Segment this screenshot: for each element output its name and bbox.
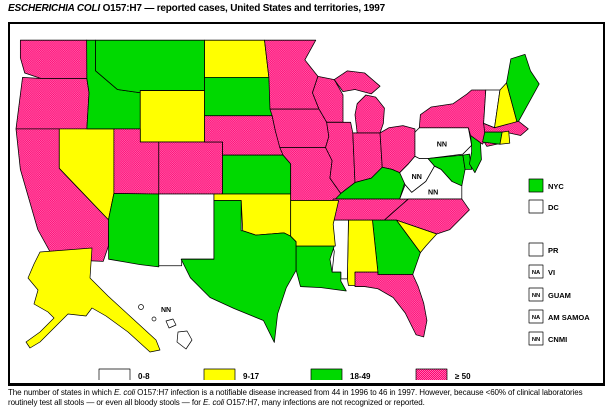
state-mt bbox=[95, 39, 205, 94]
state-ia bbox=[269, 108, 330, 148]
title-rest: O157:H7 — reported cases, United States … bbox=[100, 3, 386, 14]
territory-label-guam: GUAM bbox=[548, 291, 571, 300]
state-ri bbox=[499, 130, 511, 145]
hi-island-1 bbox=[138, 304, 144, 310]
hi-island-4 bbox=[176, 330, 193, 350]
state-tx bbox=[180, 200, 297, 343]
legend-swatch-18-49 bbox=[310, 368, 343, 380]
nn-label-pa: NN bbox=[437, 140, 447, 148]
territory-label-dc: DC bbox=[548, 203, 559, 212]
territory-box-am-samoa bbox=[528, 309, 544, 324]
territory-label-am-samoa: AM SAMOA bbox=[548, 313, 590, 322]
state-co bbox=[158, 141, 223, 195]
territory-code-vi: NA bbox=[532, 270, 541, 276]
map-frame: NN NN NN NN NYC DC PR bbox=[8, 22, 605, 386]
footnote: The number of states in which E. coli O1… bbox=[8, 388, 608, 409]
legend-swatch-50-plus bbox=[415, 368, 448, 380]
state-nj bbox=[469, 135, 482, 174]
territory-label-vi: VI bbox=[548, 268, 555, 277]
footnote-seg3: O157:H7, many infections are not recogni… bbox=[224, 398, 425, 408]
state-hi: NN bbox=[138, 304, 193, 350]
territory-code-cnmi: NN bbox=[532, 337, 540, 343]
footnote-italic2: E. coli bbox=[202, 398, 225, 408]
territory-legend: NYC DC PR NA VI NN GUAM NA AM SAMOA NN C… bbox=[528, 178, 590, 346]
state-wa bbox=[19, 39, 88, 79]
state-de bbox=[462, 153, 473, 170]
footnote-italic1: E. coli bbox=[113, 388, 136, 397]
state-il bbox=[325, 121, 356, 194]
hi-island-3 bbox=[165, 318, 177, 329]
territory-box-vi bbox=[528, 264, 544, 279]
territory-box-dc bbox=[528, 199, 544, 214]
nn-label-va: NN bbox=[428, 189, 438, 197]
state-mi-upper bbox=[333, 70, 381, 95]
state-ct bbox=[482, 131, 503, 145]
state-ak bbox=[25, 247, 161, 353]
state-or bbox=[15, 77, 90, 130]
footnote-seg2: O157:H7 infection is a notifiable diseas… bbox=[8, 388, 583, 408]
state-ks bbox=[222, 154, 292, 195]
state-mi-lower bbox=[354, 94, 385, 134]
territory-label-nyc: NYC bbox=[548, 182, 564, 191]
nn-label-wv: NN bbox=[412, 173, 422, 181]
territory-label-pr: PR bbox=[548, 246, 559, 255]
state-az bbox=[108, 193, 160, 268]
state-ar bbox=[290, 200, 340, 247]
hi-island-2 bbox=[151, 316, 157, 322]
nn-label-hi: NN bbox=[161, 307, 171, 314]
figure-title: ESCHERICHIA COLI O157:H7 — reported case… bbox=[8, 3, 385, 14]
legend-swatch-0-8 bbox=[98, 368, 131, 380]
territory-box-nyc bbox=[528, 178, 544, 193]
legend-label-0-8: 0-8 bbox=[138, 372, 150, 380]
state-wy bbox=[139, 90, 205, 143]
legend-swatch-9-17 bbox=[203, 368, 236, 380]
territory-box-cnmi bbox=[528, 331, 544, 346]
state-ky bbox=[334, 166, 406, 200]
territory-box-guam bbox=[528, 287, 544, 302]
territory-label-cnmi: CNMI bbox=[548, 335, 567, 344]
legend-label-50-plus: ≥ 50 bbox=[455, 372, 471, 380]
state-la bbox=[295, 245, 347, 292]
title-species: ESCHERICHIA COLI bbox=[8, 3, 100, 14]
state-mn bbox=[264, 39, 320, 110]
legend-label-18-49: 18-49 bbox=[350, 372, 371, 380]
footnote-seg1: The number of states in which bbox=[8, 388, 114, 397]
territory-code-guam: NN bbox=[532, 293, 540, 299]
state-nd bbox=[204, 39, 270, 78]
territory-box-pr bbox=[528, 242, 544, 257]
territory-code-am-samoa: NA bbox=[532, 315, 541, 321]
state-nm bbox=[158, 193, 215, 267]
legend-label-9-17: 9-17 bbox=[243, 372, 260, 380]
state-sd bbox=[204, 77, 273, 117]
category-legend: 0-8 9-17 18-49 ≥ 50 bbox=[98, 368, 471, 380]
state-fl bbox=[354, 271, 428, 338]
contiguous-us: NN NN NN bbox=[15, 39, 540, 343]
us-map: NN NN NN NN NYC DC PR bbox=[15, 39, 590, 380]
